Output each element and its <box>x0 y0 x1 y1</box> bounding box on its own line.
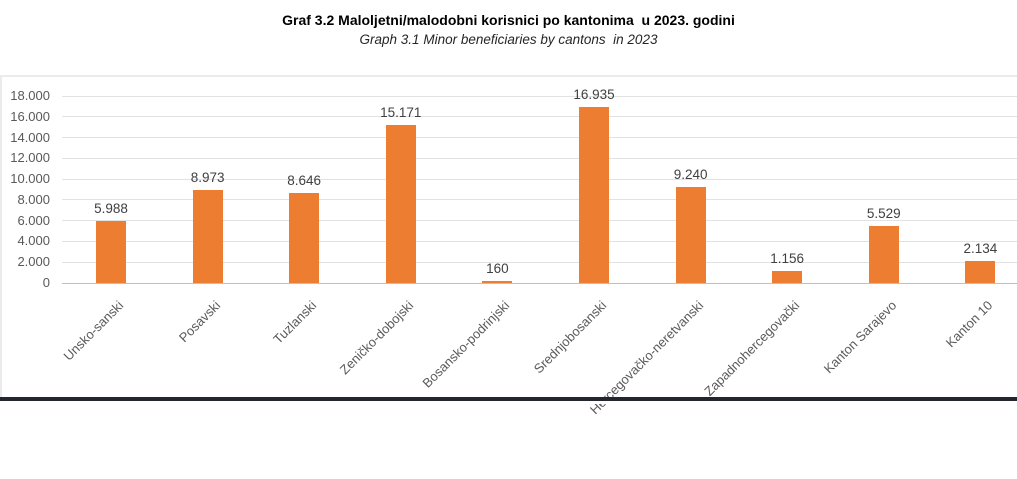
gridline <box>62 261 1017 263</box>
x-axis-category-label: Zapadnohercegovački <box>701 297 803 399</box>
bar-Kanton 10 <box>965 260 996 283</box>
chart-screenshot: { "title": "Graf 3.2 Maloljetni/malodobn… <box>0 0 1017 418</box>
bar-Hercegovačko-neretvanski <box>675 187 706 283</box>
bar-value-label: 5.529 <box>866 205 901 221</box>
x-axis-category-label: Tuzlanski <box>270 297 320 347</box>
x-axis-category-label: Bosansko-podrinjski <box>419 297 513 391</box>
bar-Bosansko-podrinjski <box>482 281 513 283</box>
bar-value-label: 16.935 <box>573 87 615 103</box>
gridline <box>62 157 1017 159</box>
bar-value-label: 9.240 <box>673 167 708 182</box>
gridline <box>62 199 1017 201</box>
gridline <box>62 116 1017 118</box>
bar-Posavski <box>192 189 223 283</box>
x-axis-category-label: Posavski <box>175 297 223 346</box>
bar-Kanton Sarajevo <box>868 225 899 283</box>
y-axis-tick-label: 2.000 <box>17 254 50 270</box>
plot-area: 0 2.000 4.000 6.000 8.000 10.000 12.000 14.000 1… <box>0 75 1017 417</box>
chart-area: 0 2.000 4.000 6.000 8.000 10.000 12.000 14.000 1… <box>0 75 1017 417</box>
chart-subtitle: Graph 3.1 Minor beneficiaries by cantons… <box>359 32 658 47</box>
y-axis-tick-label: 0 <box>42 275 50 290</box>
x-axis-category-label: Hercegovačko-neretvanski <box>586 297 706 418</box>
bottom-white-strip <box>0 401 1017 404</box>
bar-Tuzlanski <box>289 193 320 283</box>
y-axis-tick-label: 16.000 <box>10 108 50 124</box>
chart-title: Graf 3.2 Maloljetni/malodobni korisnici … <box>282 12 735 28</box>
bar-Zeničko-dobojski <box>385 125 416 283</box>
gridline <box>62 95 1017 97</box>
gridline <box>62 240 1017 242</box>
y-axis-tick-label: 10.000 <box>10 171 50 187</box>
bar-Zapadnohercegovački <box>772 270 803 283</box>
gridline <box>62 178 1017 180</box>
y-axis-tick-label: 8.000 <box>17 191 50 207</box>
bar-Srednjobosanski <box>579 107 609 283</box>
y-axis-tick-label: 4.000 <box>17 233 50 249</box>
gridline <box>62 220 1017 222</box>
x-axis-category-label: Kanton 10 <box>943 297 996 351</box>
bar-value-label: 1.156 <box>770 250 805 266</box>
y-axis-tick-label: 12.000 <box>10 150 50 166</box>
x-axis-category-label: Zeničko-dobojski <box>336 297 417 378</box>
x-axis-category-label: Kanton Sarajevo <box>820 297 900 377</box>
y-axis-tick-label: 18.000 <box>10 88 50 103</box>
bar-value-label: 8.646 <box>287 173 322 189</box>
bar-value-label: 5.988 <box>94 200 128 216</box>
chart-header: Graf 3.2 Maloljetni/malodobni korisnici … <box>0 0 1017 49</box>
y-axis-tick-label: 14.000 <box>10 129 50 145</box>
bar-value-label: 15.171 <box>380 105 422 121</box>
bar-Unsko-sanski <box>96 220 126 283</box>
gridline <box>62 137 1017 139</box>
bar-value-label: 8.973 <box>190 169 225 185</box>
x-axis-line <box>62 282 1017 284</box>
x-axis-category-label: Srednjobosanski <box>530 297 610 377</box>
bottom-divider-bar <box>0 397 1017 401</box>
bar-value-label: 160 <box>486 261 509 277</box>
bar-value-label: 2.134 <box>963 240 998 256</box>
y-axis-tick-label: 6.000 <box>17 212 50 228</box>
